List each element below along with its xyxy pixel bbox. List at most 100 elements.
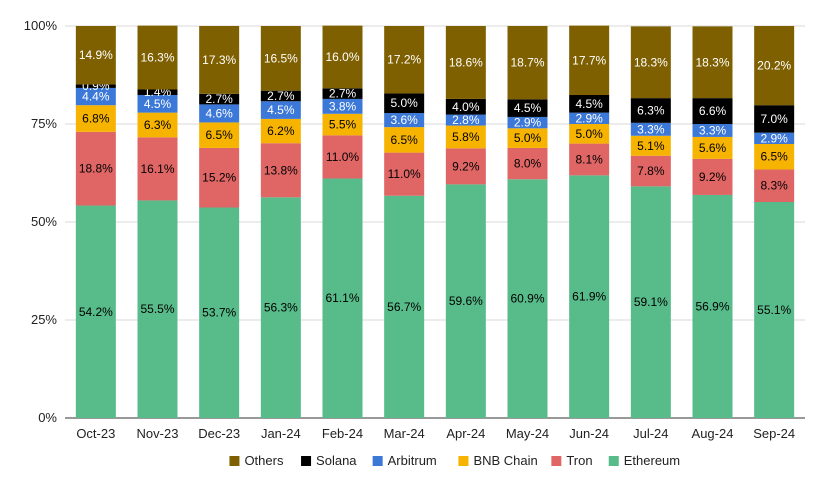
data-label: 5.0% <box>514 131 542 145</box>
data-label: 54.2% <box>79 305 113 319</box>
legend-label: BNB Chain <box>473 453 537 468</box>
bar-stack-jun-24: 61.9% 8.1% 5.0% 2.9%4.5% 17.7% <box>569 25 610 418</box>
bar-segment-solana <box>75 84 116 88</box>
bar-stack-feb-24: 61.1% 11.0% 5.5% 3.8%2.7% 16.0% <box>322 25 363 418</box>
bar-segment-others <box>630 26 671 99</box>
y-tick-label: 25% <box>31 312 57 327</box>
legend-item-solana: Solana <box>301 453 357 468</box>
bar-segment-others <box>322 25 363 89</box>
bar-segment-tron <box>199 147 240 208</box>
bar-segment-others <box>260 26 301 91</box>
data-label: 3.3% <box>699 123 727 137</box>
bar-segment-solana <box>384 93 425 114</box>
x-tick-label: Jan-24 <box>261 426 301 441</box>
data-label: 2.8% <box>452 113 480 127</box>
bar-segment-ethereum <box>630 186 671 418</box>
x-tick-label: Jun-24 <box>569 426 609 441</box>
legend-item-arbitrum: Arbitrum <box>372 453 437 468</box>
bar-segment-ethereum <box>137 200 178 418</box>
data-label: 18.6% <box>449 55 483 69</box>
x-tick-label: Nov-23 <box>137 426 179 441</box>
data-label: 4.5% <box>144 97 172 111</box>
data-label: 3.6% <box>390 113 418 127</box>
bar-segment-others <box>507 26 548 100</box>
data-label: 2.9% <box>760 131 788 145</box>
legend-item-others: Others <box>229 453 284 468</box>
legend-item-tron: Tron <box>551 453 593 468</box>
x-tick-label: May-24 <box>506 426 549 441</box>
data-label: 6.5% <box>760 150 788 164</box>
bar-segment-tron <box>507 147 548 180</box>
data-label: 56.9% <box>695 299 729 313</box>
bar-stack-jan-24: 56.3% 13.8% 6.2% 4.5%2.7% 16.5% <box>260 26 301 418</box>
legend-swatch <box>608 456 619 466</box>
gridlines <box>65 25 805 419</box>
legend-swatch <box>372 456 383 466</box>
data-label: 18.8% <box>79 162 113 176</box>
bar-segment-solana <box>630 98 671 123</box>
bar-segment-bnb-chain <box>569 124 610 144</box>
data-label: 5.8% <box>452 130 480 144</box>
data-label: 4.5% <box>514 101 542 115</box>
y-tick-label: 100% <box>24 18 58 33</box>
data-label: 4.5% <box>267 103 295 117</box>
data-label: 59.1% <box>634 295 668 309</box>
bar-segment-others <box>199 26 240 94</box>
data-label: 15.2% <box>202 171 236 185</box>
data-label: 55.1% <box>757 303 791 317</box>
data-label: 6.5% <box>205 128 233 142</box>
bar-segment-solana <box>754 105 795 133</box>
data-label: 11.0% <box>388 167 421 181</box>
bar-segment-bnb-chain <box>507 128 548 148</box>
data-label: 17.7% <box>572 53 606 67</box>
bar-segment-bnb-chain <box>445 125 486 149</box>
bar-segment-others <box>384 26 425 94</box>
legend-label: Solana <box>316 453 357 468</box>
bar-segment-tron <box>692 158 733 195</box>
data-label: 8.0% <box>514 157 542 171</box>
bar-segment-tron <box>260 143 301 198</box>
bar-segment-tron <box>445 148 486 185</box>
data-label: 16.1% <box>140 162 174 176</box>
data-label: 6.3% <box>144 118 172 132</box>
data-label: 4.0% <box>452 100 480 114</box>
legend-swatch <box>458 456 469 466</box>
bar-segment-ethereum <box>507 179 548 418</box>
data-label: 3.3% <box>637 122 665 136</box>
bar-segment-ethereum <box>754 202 795 418</box>
bar-stack-aug-24: 56.9% 9.2% 5.6% 3.3% 6.6% 18.3% <box>692 26 733 418</box>
bar-segment-arbitrum <box>507 116 548 129</box>
x-tick-label: Dec-23 <box>198 426 240 441</box>
data-label: 6.2% <box>267 124 295 138</box>
bar-segment-tron <box>384 152 425 196</box>
bar-segment-bnb-chain <box>260 118 301 144</box>
bar-segment-ethereum <box>260 197 301 418</box>
x-tick-label: Apr-24 <box>446 426 485 441</box>
legend-label: Others <box>244 453 284 468</box>
bar-segment-arbitrum <box>260 101 301 119</box>
data-label: 4.6% <box>205 106 233 120</box>
legend-item-ethereum: Ethereum <box>608 453 680 468</box>
data-label: 16.3% <box>140 51 174 65</box>
bar-segment-arbitrum <box>75 87 116 106</box>
bar-segment-arbitrum <box>199 104 240 123</box>
legend-swatch <box>551 456 562 466</box>
bar-segment-ethereum <box>569 175 610 418</box>
bar-segment-arbitrum <box>322 98 363 114</box>
data-label: 9.2% <box>699 170 727 184</box>
bar-segment-others <box>754 26 795 106</box>
data-label: 17.2% <box>387 53 421 67</box>
data-label: 8.1% <box>575 152 603 166</box>
data-label: 60.9% <box>510 292 544 306</box>
bar-segment-arbitrum <box>445 114 486 126</box>
x-tick-label: Jul-24 <box>633 426 668 441</box>
data-label: 13.8% <box>264 163 298 177</box>
data-label: 18.7% <box>510 56 544 70</box>
bar-segment-bnb-chain <box>384 127 425 153</box>
bar-segment-arbitrum <box>692 124 733 137</box>
bar-segment-solana <box>199 93 240 105</box>
bar-segment-others <box>445 26 486 99</box>
bar-segment-ethereum <box>445 184 486 418</box>
bar-segment-tron <box>569 143 610 176</box>
